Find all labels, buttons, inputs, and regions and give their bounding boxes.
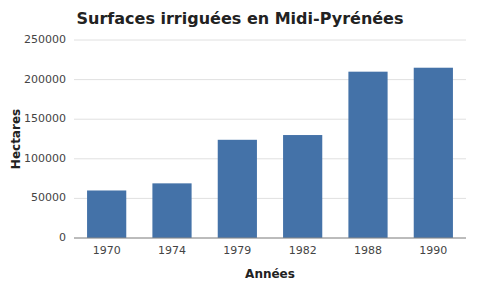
- x-tick-label: 1979: [223, 244, 251, 257]
- chart-title: Surfaces irriguées en Midi-Pyrénées: [77, 9, 404, 28]
- bar: [348, 72, 387, 238]
- bar: [87, 190, 126, 238]
- grid-line: [74, 119, 466, 120]
- y-ticks: 0 50000 100000 150000 200000 250000: [24, 33, 66, 244]
- chart-container: 0500001000001500002000002500001970197419…: [0, 0, 480, 288]
- x-tick-label: 1970: [93, 244, 121, 257]
- bar: [283, 135, 322, 238]
- x-axis-line: [74, 238, 466, 239]
- x-tick-label: 1974: [158, 244, 186, 257]
- grid-line: [74, 238, 466, 239]
- y-tick-label: 200000: [24, 73, 66, 86]
- y-tick-label: 150000: [24, 112, 66, 125]
- x-tick-label: 1982: [289, 244, 317, 257]
- x-tick-label: 1990: [419, 244, 447, 257]
- bar: [218, 140, 257, 238]
- chart-svg: 0500001000001500002000002500001970197419…: [0, 0, 480, 288]
- y-tick-label: 50000: [31, 191, 66, 204]
- y-tick-label: 250000: [24, 33, 66, 46]
- grid-line: [74, 79, 466, 80]
- grid-line: [74, 40, 466, 41]
- grid-line: [74, 198, 466, 199]
- y-tick-label: 100000: [24, 152, 66, 165]
- y-tick-label: 0: [59, 231, 66, 244]
- bars: [87, 68, 453, 238]
- bar: [414, 68, 453, 238]
- grid-line: [74, 158, 466, 159]
- x-ticks: 1970 1974 1979 1982 1988 1990: [93, 244, 448, 257]
- y-axis-label: Hectares: [9, 109, 23, 169]
- x-tick-label: 1988: [354, 244, 382, 257]
- grid: [74, 40, 466, 238]
- bar: [152, 183, 191, 238]
- x-axis-label: Années: [245, 267, 295, 281]
